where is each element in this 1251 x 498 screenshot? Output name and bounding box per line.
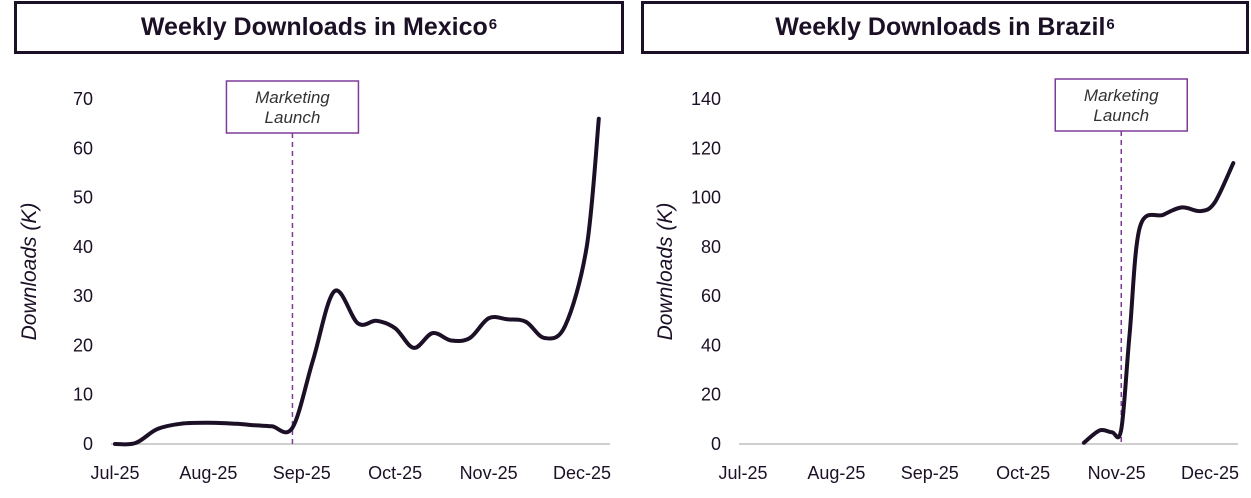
x-tick-label-mexico-nov-25: Nov-25 <box>460 463 518 483</box>
x-tick-label-brazil-sep-25: Sep-25 <box>901 463 959 483</box>
y-tick-label-mexico-40: 40 <box>73 237 93 257</box>
marketing-launch-annotation-text-brazil-1: Launch <box>1093 106 1149 125</box>
chart-title-mexico-superscript: 6 <box>488 16 498 33</box>
marketing-launch-annotation-box-mexico <box>225 80 360 134</box>
marketing-launch-annotation-text-mexico-0: Marketing <box>255 88 330 107</box>
y-tick-label-mexico-30: 30 <box>73 286 93 306</box>
y-tick-label-brazil-60: 60 <box>701 286 721 306</box>
x-tick-label-brazil-aug-25: Aug-25 <box>807 463 865 483</box>
chart-title-mexico: Weekly Downloads in Mexico 6 <box>14 1 624 54</box>
marketing-launch-annotation-box-brazil <box>1054 78 1189 132</box>
y-axis-label-brazil: Downloads (K) <box>654 203 677 341</box>
y-tick-label-mexico-50: 50 <box>73 188 93 208</box>
y-axis-label-mexico: Downloads (K) <box>18 203 41 341</box>
x-tick-label-brazil-jul-25: Jul-25 <box>718 463 767 483</box>
y-tick-label-brazil-140: 140 <box>691 89 721 109</box>
x-tick-label-brazil-oct-25: Oct-25 <box>996 463 1050 483</box>
chart-title-brazil: Weekly Downloads in Brazil 6 <box>641 1 1249 54</box>
marketing-launch-annotation-text-brazil-0: Marketing <box>1084 86 1159 105</box>
y-tick-label-brazil-40: 40 <box>701 335 721 355</box>
chart-title-brazil-text: Weekly Downloads in Brazil <box>775 13 1106 41</box>
x-tick-label-mexico-oct-25: Oct-25 <box>368 463 422 483</box>
chart-title-mexico-text: Weekly Downloads in Mexico <box>140 13 488 41</box>
y-tick-label-brazil-120: 120 <box>691 138 721 158</box>
y-tick-label-mexico-70: 70 <box>73 89 93 109</box>
x-tick-label-mexico-sep-25: Sep-25 <box>273 463 331 483</box>
marketing-launch-annotation-text-mexico-1: Launch <box>265 108 321 127</box>
series-line-brazil <box>1081 161 1236 445</box>
y-tick-label-brazil-0: 0 <box>711 434 721 454</box>
chart-title-brazil-superscript: 6 <box>1106 16 1115 33</box>
y-tick-label-brazil-80: 80 <box>701 237 721 257</box>
y-tick-label-mexico-10: 10 <box>73 385 93 405</box>
x-tick-label-mexico-aug-25: Aug-25 <box>179 463 237 483</box>
x-tick-label-brazil-dec-25: Dec-25 <box>1181 463 1239 483</box>
y-tick-label-brazil-100: 100 <box>691 188 721 208</box>
x-tick-label-mexico-jul-25: Jul-25 <box>90 463 139 483</box>
x-tick-label-brazil-nov-25: Nov-25 <box>1088 463 1146 483</box>
y-tick-label-mexico-60: 60 <box>73 138 93 158</box>
y-tick-label-mexico-0: 0 <box>83 434 93 454</box>
x-tick-label-mexico-dec-25: Dec-25 <box>553 463 611 483</box>
y-tick-label-mexico-20: 20 <box>73 335 93 355</box>
series-line-mexico <box>113 116 601 447</box>
y-tick-label-brazil-20: 20 <box>701 385 721 405</box>
